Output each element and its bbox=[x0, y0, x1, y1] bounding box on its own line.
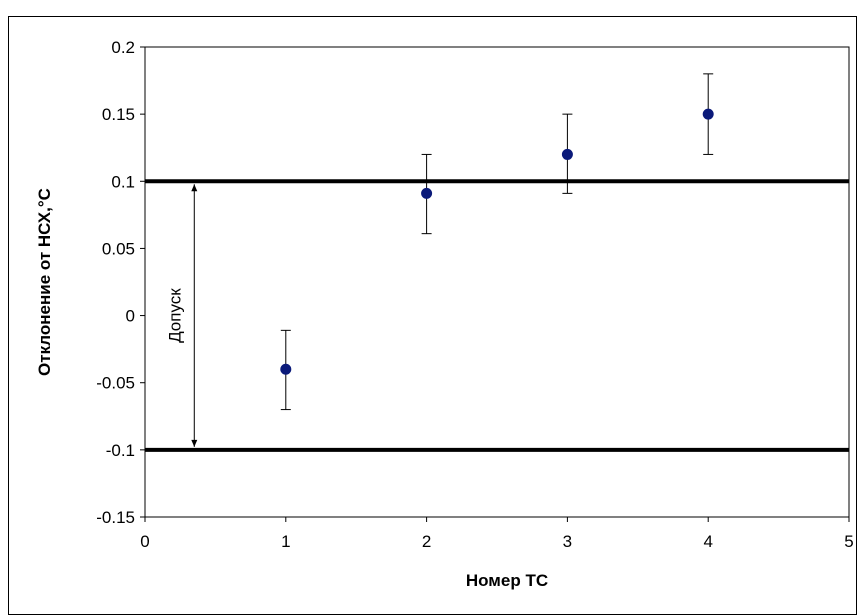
x-tick-label: 3 bbox=[563, 532, 572, 551]
x-axis-title: Номер ТС bbox=[466, 571, 548, 590]
data-point bbox=[421, 187, 433, 199]
y-axis-title: Отклонение от НСХ,°С bbox=[35, 188, 54, 376]
y-tick-label: 0.15 bbox=[102, 105, 135, 124]
x-tick-label: 0 bbox=[140, 532, 149, 551]
data-point bbox=[702, 108, 714, 120]
y-tick-label: -0.05 bbox=[96, 374, 135, 393]
y-tick-label: -0.1 bbox=[106, 441, 135, 460]
x-tick-label: 5 bbox=[844, 532, 853, 551]
y-tick-label: 0.1 bbox=[111, 172, 135, 191]
arrow-head-down bbox=[191, 439, 198, 447]
x-tick-label: 1 bbox=[281, 532, 290, 551]
arrow-head-up bbox=[191, 184, 198, 192]
reference-lines-layer bbox=[145, 179, 849, 452]
annotation-layer: Допуск bbox=[165, 184, 198, 447]
data-point bbox=[561, 148, 573, 160]
tolerance-label: Допуск bbox=[165, 288, 184, 343]
y-tick-label: 0.05 bbox=[102, 239, 135, 258]
data-layer bbox=[280, 73, 714, 411]
labels-layer: 0.2 0.15 0.1 0.05 0 -0.05 -0.1 -0.15 0 1 2 3 4 5 Номер… bbox=[35, 38, 854, 590]
y-tick-label: -0.15 bbox=[96, 508, 135, 527]
y-tick-label: 0.2 bbox=[111, 38, 135, 57]
x-tick-label: 2 bbox=[422, 532, 431, 551]
chart-frame bbox=[8, 16, 857, 615]
axes-layer bbox=[140, 46, 850, 522]
x-tick-label: 4 bbox=[703, 532, 712, 551]
y-tick-label: 0 bbox=[126, 307, 135, 326]
data-point bbox=[280, 363, 292, 375]
plot-area-border bbox=[144, 46, 850, 518]
